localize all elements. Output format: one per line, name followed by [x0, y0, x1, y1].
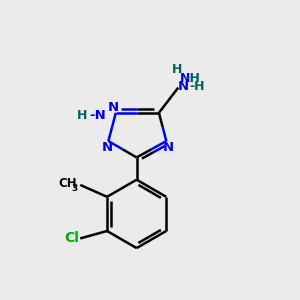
Text: Cl: Cl [64, 231, 79, 245]
Text: CH: CH [59, 177, 77, 190]
Text: 3: 3 [71, 184, 77, 193]
Text: -H: -H [190, 80, 205, 94]
Text: -N: -N [89, 109, 106, 122]
Text: N: N [178, 80, 189, 93]
Text: -H: -H [180, 72, 200, 85]
Text: H: H [172, 63, 182, 76]
Text: N: N [180, 72, 190, 85]
Text: H: H [77, 109, 88, 122]
Text: N: N [108, 101, 119, 114]
Text: N: N [162, 141, 173, 154]
Text: N: N [101, 141, 112, 154]
